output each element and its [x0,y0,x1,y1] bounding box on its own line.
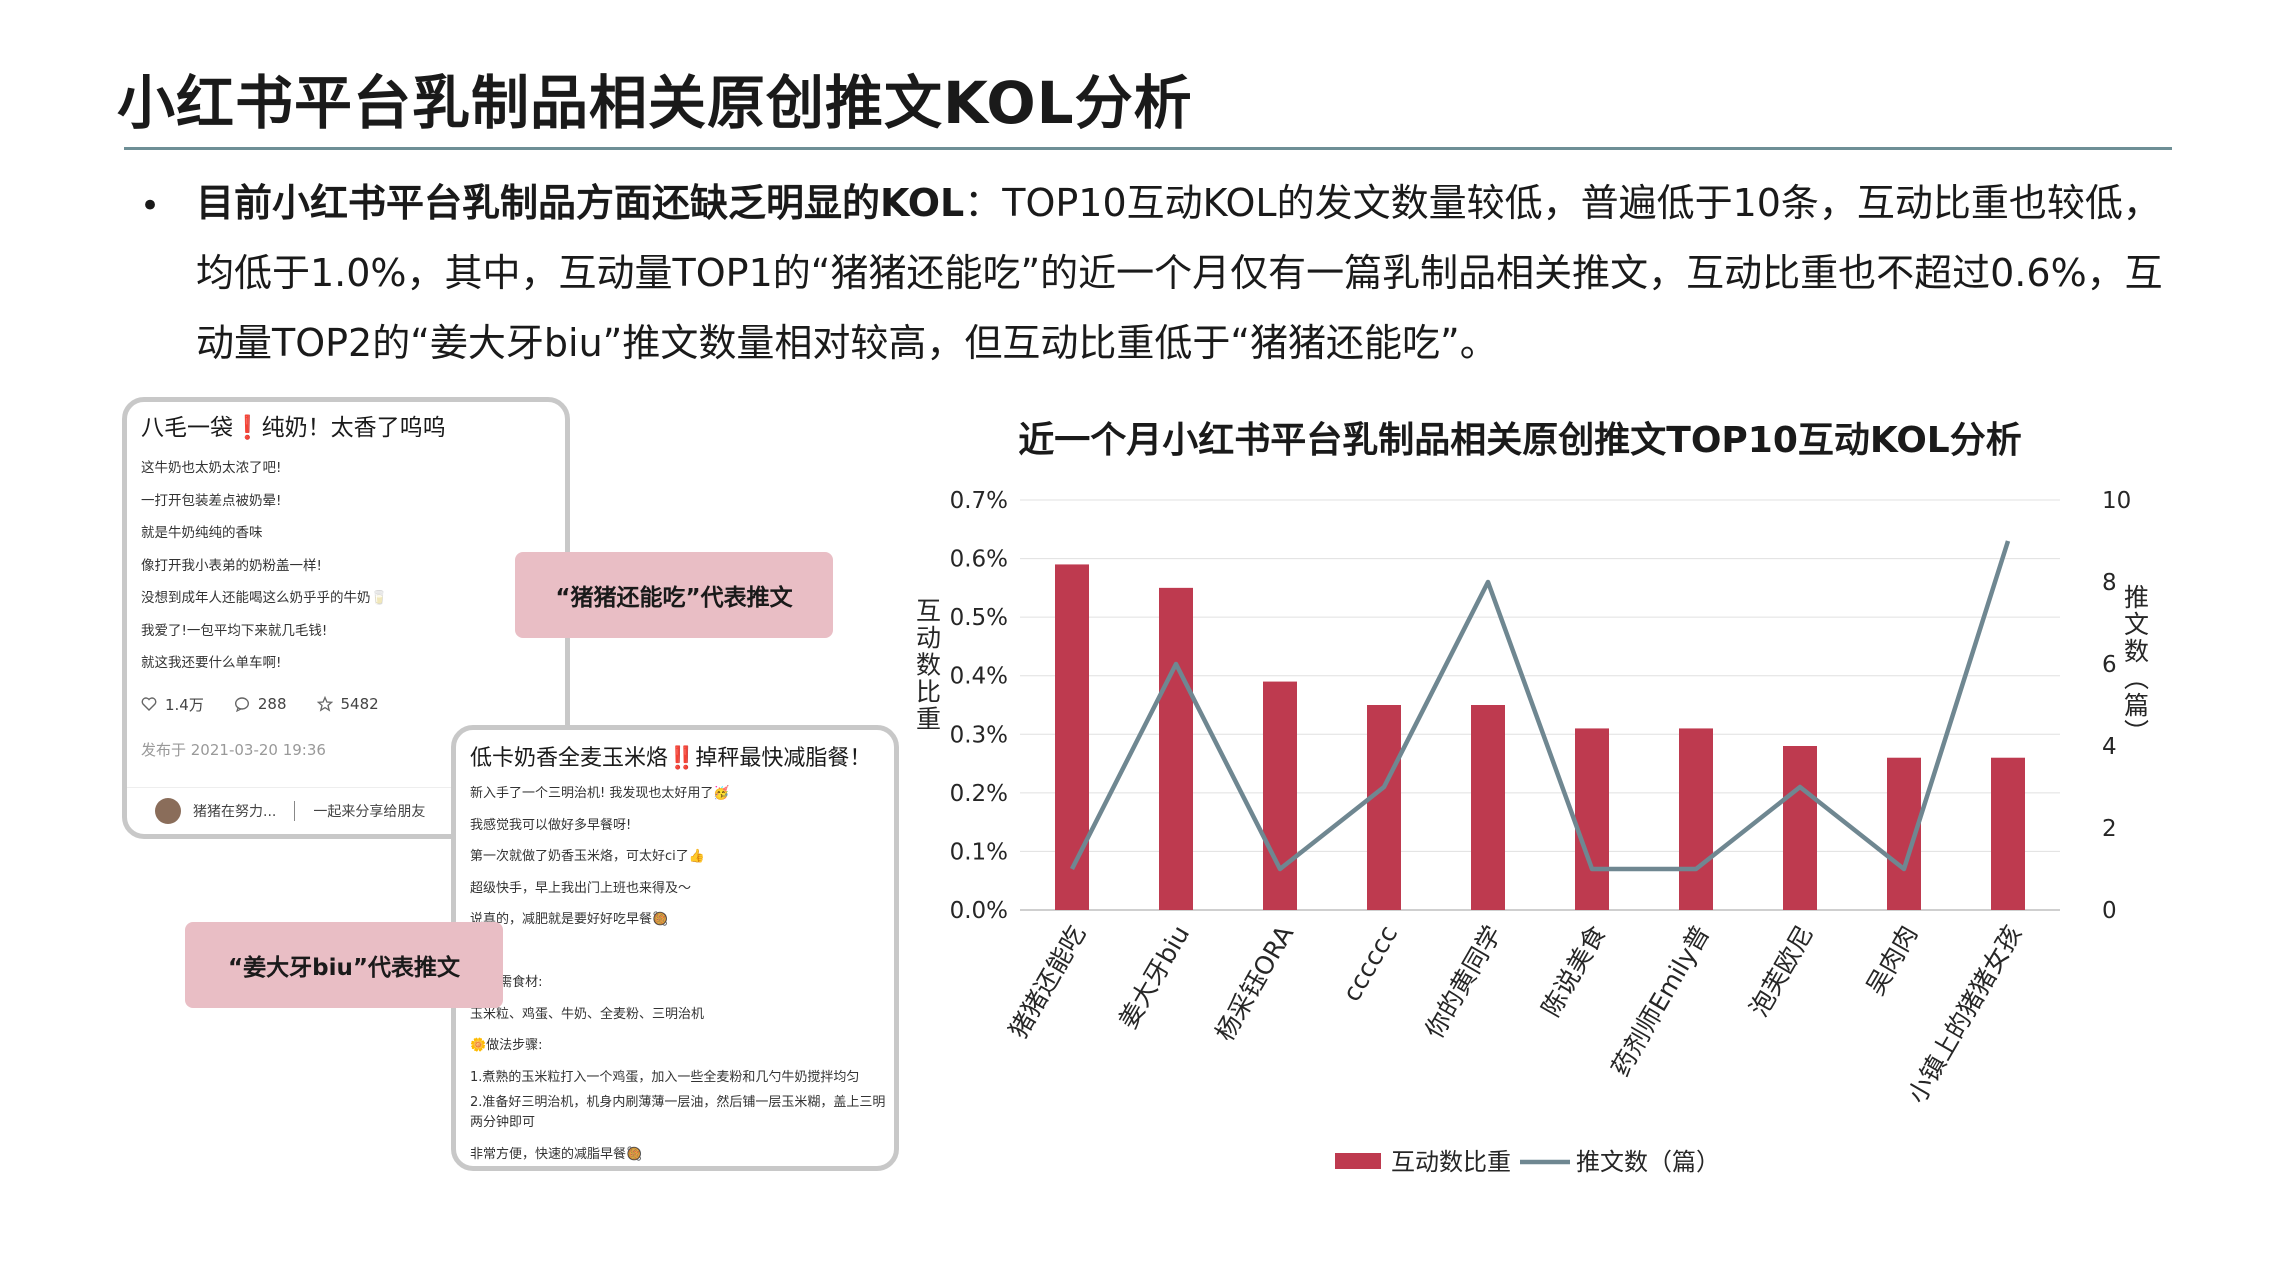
x-tick-label: 你的黄同学 [1420,921,1508,1044]
x-tick-label: 吴肉肉 [1861,921,1924,1000]
post-line: 🌼做法步骤: [470,1038,543,1053]
post-card-jiangdaya[interactable]: 低卡奶香全麦玉米烙‼️掉秤最快减脂餐！ 新入手了一个三明治机! 我发现也太好用了… [451,725,899,1171]
post-line: 非常方便，快速的减脂早餐🥘 [470,1147,643,1162]
post-line: 一打开包装差点被奶晕! [141,492,282,509]
y-tick-label: 0.5% [950,605,1008,631]
author-name[interactable]: 猪猪在努力... [193,804,277,820]
post-line: 玉米粒、鸡蛋、牛奶、全麦粉、三明治机 [470,1006,705,1022]
y2-tick-label: 0 [2102,898,2117,924]
legend-label: 互动数比重 [1391,1148,1511,1176]
post-line: 新入手了一个三明治机! 我发现也太好用了🥳 [470,786,730,801]
star-icon [316,696,333,712]
post-line: 🥜所需食材: [470,975,543,990]
post-line: 2.准备好三明治机，机身内刷薄薄一层油，然后铺一层玉米糊，盖上三明 [470,1095,886,1110]
y2-tick-label: 8 [2102,570,2117,596]
bar [1575,728,1609,910]
tag-jiangdaya-representative: “姜大牙biu”代表推文 [185,922,503,1008]
stars-stat[interactable]: 5482 [316,694,379,715]
x-tick-label: 姜大牙biu [1113,921,1195,1034]
x-tick-label: 小镇上的猪猪女孩 [1902,921,2027,1109]
x-tick-label: 陈说美食 [1536,921,1611,1022]
x-tick-label: cccccc [1337,921,1403,1007]
post-line: 我爱了!一包平均下来就几毛钱! [141,622,328,639]
x-tick-label: 药剂师Emily普 [1606,921,1716,1082]
bullet-dot-icon: • [140,186,161,226]
page-title: 小红书平台乳制品相关原创推文KOL分析 [117,69,1193,137]
x-tick-label: 泡芙欧尼 [1744,921,1819,1022]
bar [1367,705,1401,910]
y2-axis-title: 推文数（篇） [2121,584,2150,746]
x-tick-label: 猪猪还能吃 [1004,921,1092,1044]
post-line: 第一次就做了奶香玉米烙，可太好ci了👍 [470,849,705,864]
y-tick-label: 0.1% [950,839,1008,865]
y2-tick-label: 6 [2102,652,2117,678]
y-tick-label: 0.7% [950,488,1008,514]
post-line: 像打开我小表弟的奶粉盖一样! [141,557,322,574]
y2-tick-label: 10 [2102,488,2131,514]
y-tick-label: 0.2% [950,781,1008,807]
bar [1055,564,1089,910]
author-row: 猪猪在努力... 一起来分享给朋友 [127,787,565,834]
avatar[interactable] [155,798,181,824]
post-title: 八毛一袋❗纯奶！太香了呜呜 [141,415,446,441]
y-axis-title: 互动数比重 [913,598,942,733]
likes-count: 1.4万 [165,695,204,714]
tag-zhuzhu-representative: “猪猪还能吃”代表推文 [515,552,833,638]
post-line: 超级快手，早上我出门上班也来得及～ [470,880,692,896]
title-divider [124,147,2172,150]
y-tick-label: 0.6% [950,547,1008,573]
y2-tick-label: 2 [2102,816,2117,842]
post-line: 我感觉我可以做好多早餐呀! [470,817,632,833]
post-date: 发布于 2021-03-20 19:36 [141,740,326,759]
post-line: 没想到成年人还能喝这么奶乎乎的牛奶🥛 [141,590,388,606]
post-line: 两分钟即可 [470,1115,536,1130]
summary-rest: ：TOP10互动KOL的发文数量较低，普遍低于10条，互动比重也较低，均低于1.… [196,181,2163,365]
post-line: 就这我还要什么单车啊! [141,655,282,671]
y2-tick-label: 4 [2102,734,2117,760]
likes-stat[interactable]: 1.4万 [141,694,204,715]
bar [1263,681,1297,910]
summary-text: 目前小红书平台乳制品方面还缺乏明显的KOL：TOP10互动KOL的发文数量较低，… [196,168,2176,378]
bar [1783,746,1817,910]
kol-combo-chart: 近一个月小红书平台乳制品相关原创推文TOP10互动KOL分析 0.0% 0.1% 0.… [913,420,2150,1176]
post-line: 说真的，减肥就是要好好吃早餐🥘 [470,912,669,927]
post-stats: 1.4万 288 5482 [127,680,565,715]
chart-title: 近一个月小红书平台乳制品相关原创推文TOP10互动KOL分析 [1018,420,2021,461]
post-line: 就是牛奶纯纯的香味 [141,525,263,541]
bar [1471,705,1505,910]
series-line [1069,540,2011,872]
y-tick-label: 0.0% [950,898,1008,924]
comments-stat[interactable]: 288 [234,694,287,715]
bar [1159,587,1193,910]
y-tick-label: 0.3% [950,722,1008,748]
comment-icon [234,697,249,712]
divider [294,801,296,821]
heart-icon [141,697,157,711]
summary-bold: 目前小红书平台乳制品方面还缺乏明显的KOL [196,181,965,225]
stars-count: 5482 [340,695,379,713]
post-title: 低卡奶香全麦玉米烙‼️掉秤最快减脂餐！ [470,746,872,771]
post-line: 1.煮熟的玉米粒打入一个鸡蛋，加入一些全麦粉和几勺牛奶搅拌均匀 [470,1069,860,1085]
bar [1991,757,2025,910]
post-line: 这牛奶也太奶太浓了吧! [141,460,282,476]
bar [1679,728,1713,910]
x-tick-label: 杨采钰ORA [1210,921,1299,1046]
share-prompt[interactable]: 一起来分享给朋友 [313,804,426,820]
legend-label: 推文数（篇） [1576,1148,1720,1176]
y-tick-label: 0.4% [950,664,1008,690]
legend-swatch-bar [1335,1153,1381,1169]
post-line [456,936,894,968]
comments-count: 288 [257,695,287,713]
